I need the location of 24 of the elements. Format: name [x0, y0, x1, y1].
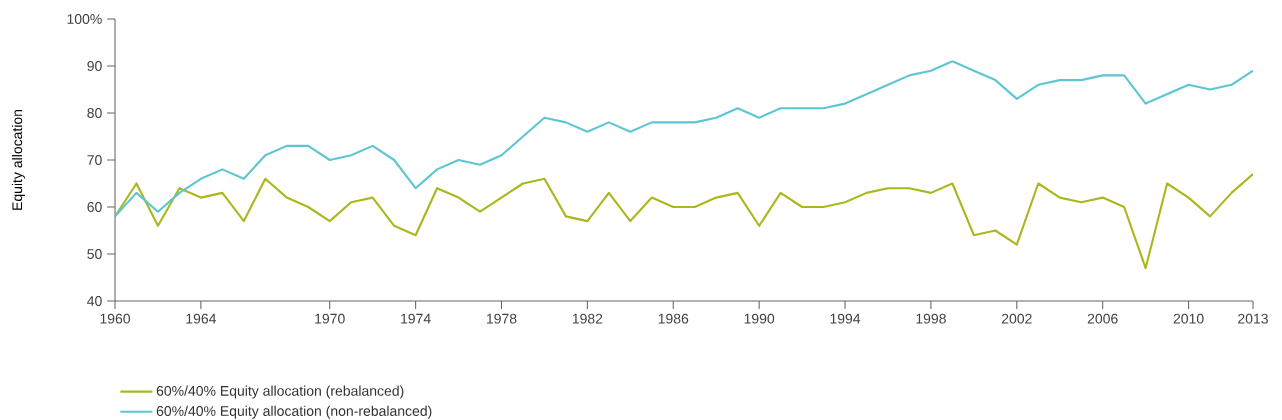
- y-axis-title: Equity allocation: [11, 109, 25, 210]
- y-tick-label: 60: [87, 202, 102, 212]
- x-tick-label: 1982: [572, 313, 603, 324]
- y-tick-label: 80: [87, 108, 102, 118]
- x-tick-label: 1970: [315, 313, 345, 324]
- x-tick-label: 1986: [658, 313, 689, 324]
- x-tick-label: 1990: [744, 313, 775, 324]
- legend-label: 60%/40% Equity allocation (non-rebalanced): [156, 405, 432, 419]
- x-tick-label: 1978: [486, 313, 517, 324]
- y-tick-label: 50: [87, 249, 102, 259]
- x-tick-label: 1964: [186, 313, 217, 324]
- x-tick-label: 1998: [916, 313, 946, 324]
- y-tick-label: 100%: [67, 14, 102, 24]
- x-tick-label: 1994: [830, 313, 861, 324]
- y-tick-label: 70: [87, 155, 102, 165]
- x-tick-label: 2002: [1001, 313, 1032, 324]
- x-tick-label: 1974: [401, 313, 431, 324]
- y-tick-label: 90: [87, 61, 102, 71]
- x-tick-label: 2010: [1173, 313, 1204, 324]
- x-tick-label: 2013: [1238, 313, 1268, 324]
- x-tick-label: 1960: [100, 313, 131, 324]
- legend-label: 60%/40% Equity allocation (rebalanced): [156, 385, 404, 399]
- y-tick-label: 40: [87, 296, 102, 306]
- x-tick-label: 2006: [1087, 313, 1118, 324]
